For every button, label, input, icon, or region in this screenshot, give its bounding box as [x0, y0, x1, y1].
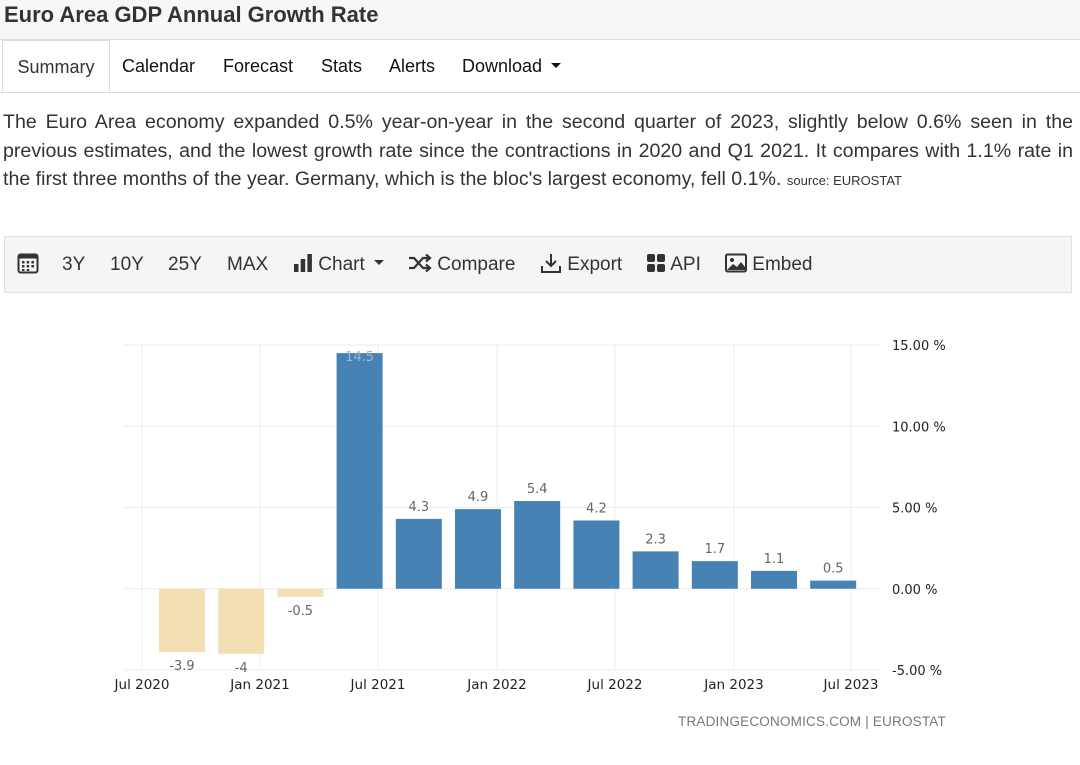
bar-value-label-9: 1.7: [704, 542, 725, 557]
bar-2021-q4[interactable]: [455, 509, 501, 589]
bar-value-labels: -3.9 -4 -0.5 14.5 4.3 4.9 5.4 4.2 2.3 1.7 1.1 0.5: [169, 350, 843, 676]
bar-value-label-1: -4: [235, 661, 248, 676]
page-title: Euro Area GDP Annual Growth Rate: [4, 2, 379, 27]
summary-paragraph: The Euro Area economy expanded 0.5% year…: [3, 108, 1073, 196]
bar-2023-q1[interactable]: [751, 570, 797, 589]
bar-2020-q4[interactable]: [218, 588, 265, 654]
chart-toolbar: 3Y 10Y 25Y MAX Chart Compare Export: [4, 236, 1072, 293]
bar-2022-q2[interactable]: [573, 520, 620, 589]
bars: [159, 353, 857, 654]
tab-alerts[interactable]: Alerts: [389, 56, 436, 76]
caret-down-icon: [551, 62, 562, 68]
bar-2022-q4[interactable]: [691, 561, 738, 589]
bar-value-label-4: 4.3: [408, 500, 429, 515]
bar-value-label-10: 1.1: [764, 552, 785, 567]
range-max-button[interactable]: MAX: [227, 254, 269, 275]
embed-button[interactable]: Embed: [725, 237, 812, 292]
bar-2020-q3[interactable]: [159, 588, 205, 653]
bar-value-label-11: 0.5: [823, 562, 844, 577]
bar-value-label-7: 4.2: [586, 502, 607, 517]
bar-2021-q2[interactable]: [336, 353, 383, 589]
api-label: API: [670, 254, 701, 275]
bar-value-label-2: -0.5: [288, 604, 313, 619]
x-tick-label-0: Jul 2020: [114, 677, 170, 693]
range-3y-button[interactable]: 3Y: [62, 254, 86, 275]
x-tick-label-4: Jul 2022: [587, 677, 643, 693]
grid-icon: [647, 253, 665, 272]
y-tick-label-3: 0.00 %: [892, 583, 937, 598]
y-axis-ticks: 15.00 % 10.00 % 5.00 % 0.00 % -5.00 %: [892, 339, 946, 679]
tabs-divider: [0, 92, 1080, 93]
chart-type-button[interactable]: Chart: [293, 237, 384, 292]
embed-label: Embed: [752, 254, 813, 275]
tab-download[interactable]: Download: [462, 40, 562, 93]
image-icon: [725, 253, 747, 273]
bar-value-label-6: 5.4: [527, 482, 548, 497]
range-10y-button[interactable]: 10Y: [110, 254, 144, 275]
x-axis-ticks: Jul 2020 Jan 2021 Jul 2021 Jan 2022 Jul 2022…: [114, 677, 879, 693]
summary-source: source: EUROSTAT: [786, 173, 902, 188]
x-tick-label-2: Jul 2021: [350, 677, 406, 693]
x-tick-label-1: Jan 2021: [229, 677, 289, 693]
tab-forecast[interactable]: Forecast: [223, 56, 294, 76]
bar-2021-q3[interactable]: [395, 518, 442, 589]
compare-label: Compare: [437, 254, 516, 275]
bar-2023-q2[interactable]: [810, 580, 857, 589]
api-button[interactable]: API: [646, 237, 701, 292]
chart-credit: TRADINGECONOMICS.COM | EUROSTAT: [678, 714, 946, 729]
y-tick-label-2: 5.00 %: [892, 502, 937, 517]
bar-value-label-5: 4.9: [468, 490, 489, 505]
tab-stats[interactable]: Stats: [321, 56, 363, 76]
shuffle-icon: [409, 253, 432, 273]
calendar-icon: [17, 253, 39, 274]
gdp-bar-chart: -3.9 -4 -0.5 14.5 4.3 4.9 5.4 4.2 2.3 1.7 1.1 0.5 1…: [114, 339, 946, 693]
x-tick-label-6: Jul 2023: [823, 677, 879, 693]
bar-value-label-3: 14.5: [345, 350, 374, 365]
y-tick-label-0: 15.00 %: [892, 339, 946, 354]
bar-2022-q3[interactable]: [632, 551, 679, 589]
tab-bar: Summary Calendar Forecast Stats Alerts D…: [0, 40, 1080, 94]
compare-button[interactable]: Compare: [408, 237, 515, 292]
chart-area: -3.9 -4 -0.5 14.5 4.3 4.9 5.4 4.2 2.3 1.7 1.1 0.5 1…: [0, 300, 1080, 760]
bar-2022-q1[interactable]: [514, 501, 561, 589]
y-tick-label-4: -5.00 %: [892, 664, 942, 679]
tab-download-label: Download: [462, 56, 543, 76]
chart-type-label: Chart: [318, 254, 365, 275]
range-25y-button[interactable]: 25Y: [168, 254, 202, 275]
summary-text: The Euro Area economy expanded 0.5% year…: [3, 111, 1073, 190]
download-icon: [541, 253, 561, 273]
tab-calendar[interactable]: Calendar: [122, 56, 196, 76]
bar-chart-icon: [294, 253, 312, 272]
export-button[interactable]: Export: [540, 237, 622, 292]
calendar-range-button[interactable]: [17, 237, 39, 292]
export-label: Export: [567, 254, 623, 275]
bar-2021-q1[interactable]: [277, 588, 324, 597]
caret-down-icon: [373, 260, 384, 266]
bar-value-label-8: 2.3: [645, 532, 666, 547]
x-tick-label-5: Jan 2023: [703, 677, 763, 693]
y-tick-label-1: 10.00 %: [892, 420, 946, 435]
x-tick-label-3: Jan 2022: [466, 677, 526, 693]
bar-value-label-0: -3.9: [169, 659, 194, 674]
tab-summary[interactable]: Summary: [2, 40, 110, 94]
title-bar: Euro Area GDP Annual Growth Rate: [0, 0, 1080, 40]
